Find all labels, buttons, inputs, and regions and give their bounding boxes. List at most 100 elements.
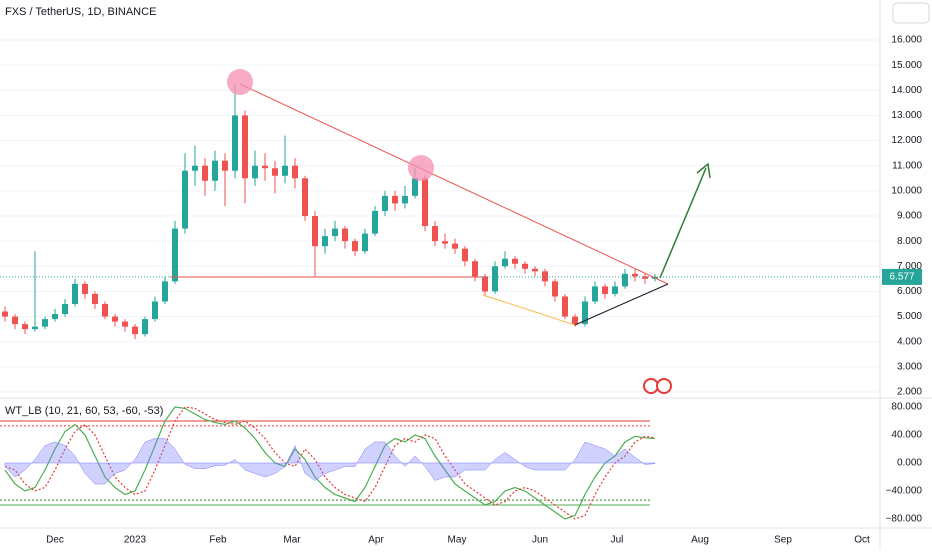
candle-body [332,228,338,237]
candle-body [132,326,138,335]
candle-body [262,165,268,169]
drawings [170,69,711,394]
last-price-box [882,268,922,285]
candle-body [512,258,518,264]
candle-body [482,276,488,292]
candle-body [552,281,558,297]
x-tick-label: Jun [532,535,548,546]
candle-body [242,115,248,179]
y-tick-label: 13.000 [891,110,922,121]
candle-body [222,160,228,171]
chart-title: FXS / TetherUS, 1D, BINANCE [5,6,156,18]
histogram-area [4,438,656,485]
candle-body [602,286,608,294]
candle-body [272,168,278,176]
settings-button[interactable] [892,2,930,24]
trend-line [482,294,576,326]
x-tick-label: Sep [774,535,792,546]
x-tick-label: Mar [283,535,301,546]
x-tick-label: Jul [611,535,624,546]
candle-body [492,266,498,292]
candle-body [402,195,408,204]
candle-body [52,314,58,320]
candle-body [42,319,48,327]
x-tick-label: Feb [209,535,227,546]
candle-body [232,115,238,171]
candle-body [372,210,378,234]
candle-body [162,281,168,302]
candle-body [282,165,288,176]
candle-body [392,195,398,204]
candle-body [192,165,198,171]
candle-body [472,261,478,277]
triangle-line [574,283,669,326]
candle-body [112,316,118,322]
candle-body [292,165,298,179]
candle-body [22,324,28,330]
candle-body [572,316,578,325]
x-tick-label: Aug [691,535,709,546]
y-tick-label: 80.000 [891,402,922,413]
candle-body [362,233,368,252]
candle-body [252,165,258,179]
event-icon [656,378,672,394]
resistance-line [239,83,669,285]
y-tick-label: 0.000 [897,458,922,469]
candle-body [442,241,448,244]
y-tick-label: 7.000 [897,261,922,272]
y-tick-label: 12.000 [891,135,922,146]
arrow-head [696,162,711,179]
candle-body [102,304,108,317]
candle-body [642,276,648,279]
candle-body [422,178,428,227]
candle-body [182,170,188,229]
candle-body [502,258,508,267]
last-price-label: 6.577 [889,272,914,283]
candle-body [622,273,628,287]
y-tick-label: 3.000 [897,361,922,372]
peak-marker [408,155,434,181]
candle-body [582,301,588,325]
candle-body [122,321,128,327]
y-tick-label: 10.000 [891,185,922,196]
x-tick-label: Dec [46,535,64,546]
candle-body [462,248,468,262]
candle-body [382,195,388,211]
candle-body [432,226,438,242]
price-pane [0,39,880,393]
candle-body [532,268,538,272]
x-tick-label: May [448,535,467,546]
y-tick-label: −80.000 [886,514,923,525]
arrow-line [659,167,707,279]
candle-body [62,304,68,315]
y-tick-label: 5.000 [897,311,922,322]
event-icon [643,378,659,394]
candle-body [452,243,458,249]
y-tick-label: −40.000 [886,486,923,497]
candle-body [202,165,208,181]
candle-body [322,236,328,247]
candle-body [12,316,18,325]
x-tick-label: 2023 [124,535,147,546]
x-tick-label: Apr [368,535,384,546]
candle-body [592,286,598,302]
candle-body [412,178,418,196]
indicator-line [4,406,656,520]
peak-marker [227,69,253,95]
candle-body [212,160,218,181]
candle-body [542,271,548,282]
candle-body [302,178,308,216]
candle-body [2,311,8,317]
candle-body [612,286,618,294]
candle-body [632,273,638,277]
indicator-line [4,406,656,520]
candle-body [152,301,158,320]
candle-body [312,216,318,247]
y-tick-label: 15.000 [891,60,922,71]
y-tick-label: 4.000 [897,336,922,347]
candle-body [82,283,88,294]
candle-body [352,241,358,252]
candle-body [72,283,78,304]
